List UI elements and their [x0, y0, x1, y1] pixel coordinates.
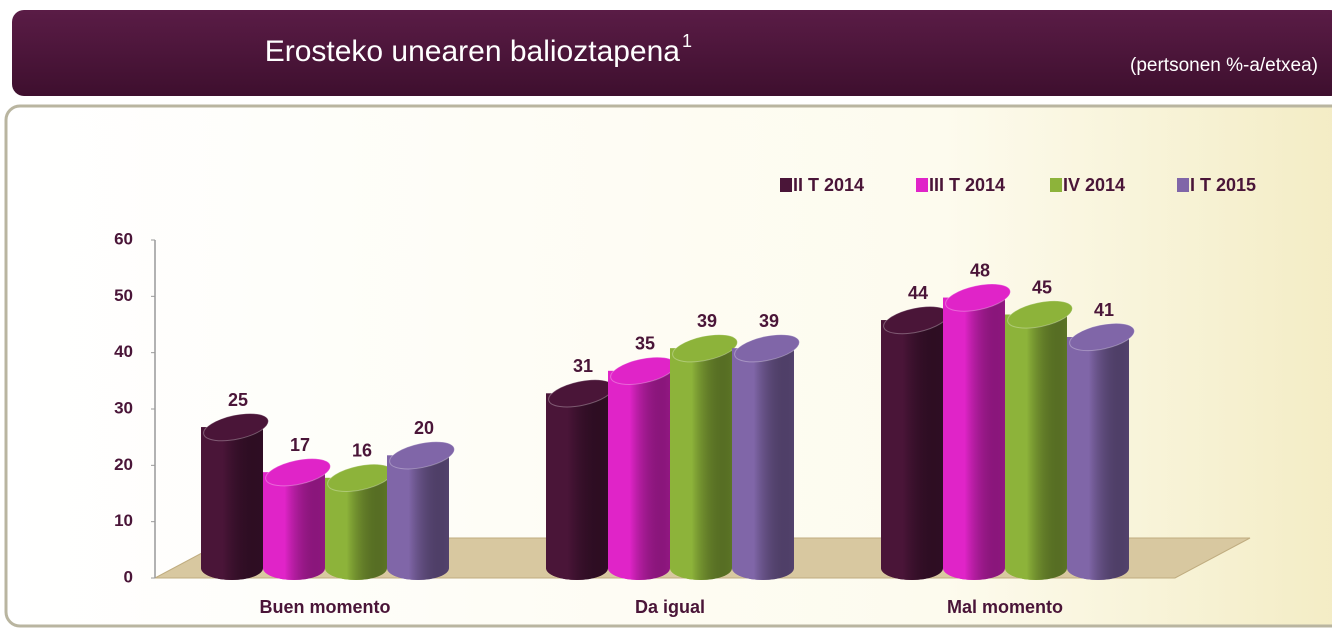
plot: 0 10 20 30 40 50 60 Buen momento 25 17 16 20 Da igua… — [114, 175, 1256, 617]
title-superscript: 1 — [682, 31, 692, 51]
data-label: 20 — [414, 418, 434, 438]
data-label: 44 — [908, 283, 928, 303]
data-label: 48 — [970, 260, 990, 280]
y-tick-label: 60 — [114, 229, 133, 248]
bar — [943, 297, 1005, 580]
bar — [201, 427, 263, 580]
data-label: 39 — [697, 311, 717, 331]
bar — [608, 370, 670, 580]
y-tick-label: 20 — [114, 455, 133, 474]
bar — [670, 348, 732, 580]
legend-swatch — [1177, 178, 1189, 192]
chart-subtitle: (pertsonen %-a/etxea) — [1130, 55, 1318, 76]
bar — [325, 477, 387, 580]
bar — [732, 348, 794, 580]
bar-top — [1069, 322, 1135, 352]
data-label: 31 — [573, 356, 593, 376]
bar-top — [265, 458, 331, 487]
bar-top — [389, 441, 455, 470]
legend-swatch — [916, 178, 928, 192]
data-label: 39 — [759, 311, 779, 331]
legend-label: I T 2015 — [1190, 175, 1256, 195]
legend-label: IV 2014 — [1063, 175, 1125, 195]
y-tick-label: 50 — [114, 286, 133, 305]
bar — [1005, 314, 1067, 580]
bar — [387, 455, 449, 580]
x-tick-label: Da igual — [635, 597, 705, 617]
legend-swatch — [1050, 178, 1062, 192]
bar — [881, 320, 943, 580]
legend-label: III T 2014 — [929, 175, 1005, 195]
data-label: 16 — [352, 441, 372, 461]
x-tick-label: Mal momento — [947, 597, 1063, 617]
bar-top — [672, 334, 738, 363]
y-tick-label: 40 — [114, 342, 133, 361]
bar-top — [734, 334, 800, 363]
bar — [546, 393, 608, 580]
header-bar — [12, 10, 1332, 96]
y-tick-label: 10 — [114, 511, 133, 530]
x-tick-label: Buen momento — [259, 597, 390, 617]
legend-label: II T 2014 — [793, 175, 864, 195]
data-label: 41 — [1094, 300, 1114, 320]
data-label: 45 — [1032, 277, 1052, 297]
y-tick-label: 30 — [114, 398, 133, 417]
bar — [1067, 337, 1129, 580]
data-label: 17 — [290, 435, 310, 455]
bar — [263, 472, 325, 580]
data-label: 35 — [635, 334, 655, 354]
y-tick-label: 0 — [124, 567, 133, 586]
bar-top — [945, 283, 1011, 312]
bar-top — [203, 413, 269, 442]
chart-title: Erosteko unearen balioztapena — [265, 35, 681, 68]
data-label: 25 — [228, 390, 248, 410]
legend-swatch — [780, 178, 792, 192]
bar-top — [1007, 300, 1073, 329]
